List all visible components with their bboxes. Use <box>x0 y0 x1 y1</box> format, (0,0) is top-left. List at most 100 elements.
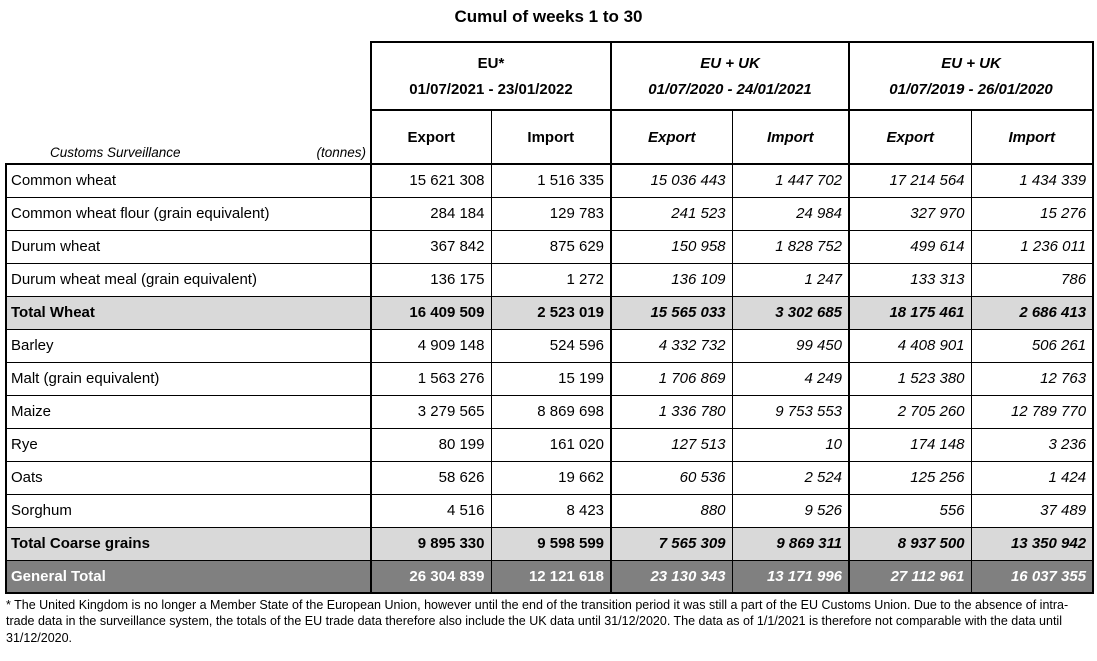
col-header-import-eu-uk-2020: Import <box>731 109 851 165</box>
cell-value: 1 563 276 <box>370 361 492 396</box>
cell-value: 16 409 509 <box>370 295 492 330</box>
cell-value: 2 705 260 <box>848 394 972 429</box>
footnote: * The United Kingdom is no longer a Memb… <box>6 598 1069 645</box>
cell-value: 125 256 <box>848 460 972 495</box>
group-period-eu-uk-2019: 01/07/2019 - 26/01/2020 <box>889 80 1053 98</box>
column-header-row: Customs Surveillance (tonnes) Export Imp… <box>6 109 1095 165</box>
group-header-eu: EU* 01/07/2021 - 23/01/2022 <box>369 41 613 111</box>
cell-value: 12 789 770 <box>970 394 1095 429</box>
row-label: Sorghum <box>5 493 372 528</box>
page-title: Cumul of weeks 1 to 30 <box>454 7 643 26</box>
cell-value: 27 112 961 <box>848 559 972 594</box>
table-row: Rye 80 199 161 020 127 513 10 174 148 3 236 <box>5 427 1095 462</box>
corner-label: Customs Surveillance <box>50 145 181 160</box>
cell-value: 9 526 <box>731 493 851 528</box>
cell-value: 4 516 <box>370 493 492 528</box>
cell-value: 327 970 <box>848 196 972 231</box>
cell-value: 1 424 <box>970 460 1095 495</box>
cell-value: 16 037 355 <box>970 559 1095 594</box>
table-row: Total Wheat 16 409 509 2 523 019 15 565 033… <box>5 295 1095 330</box>
table-row: Total Coarse grains 9 895 330 9 598 599 7 5… <box>5 526 1095 561</box>
table-row: Common wheat 15 621 308 1 516 335 15 036 44… <box>5 163 1095 198</box>
corner-unit: (tonnes) <box>316 145 366 160</box>
table-row: Barley 4 909 148 524 596 4 332 732 99 450 4 4… <box>5 328 1095 363</box>
col-header-export-eu-uk-2020: Export <box>610 109 733 165</box>
group-header-row: EU* 01/07/2021 - 23/01/2022 EU + UK 01/0… <box>6 41 1095 111</box>
cell-value: 15 199 <box>490 361 613 396</box>
row-label: Durum wheat <box>5 229 372 264</box>
table-row: Maize 3 279 565 8 869 698 1 336 780 9 753 55… <box>5 394 1095 429</box>
table-row: Common wheat flour (grain equivalent) 284… <box>5 196 1095 231</box>
group-period-eu-uk-2020: 01/07/2020 - 24/01/2021 <box>648 80 812 98</box>
cell-value: 60 536 <box>610 460 733 495</box>
cell-value: 9 598 599 <box>490 526 613 561</box>
cell-value: 9 753 553 <box>731 394 851 429</box>
row-label: Common wheat flour (grain equivalent) <box>5 196 372 231</box>
row-label: Common wheat <box>5 163 372 198</box>
row-label: Rye <box>5 427 372 462</box>
cell-value: 133 313 <box>848 262 972 297</box>
cell-value: 37 489 <box>970 493 1095 528</box>
cell-value: 1 706 869 <box>610 361 733 396</box>
cell-value: 1 828 752 <box>731 229 851 264</box>
cell-value: 13 350 942 <box>970 526 1095 561</box>
table-row: Sorghum 4 516 8 423 880 9 526 556 37 489 <box>5 493 1095 528</box>
cell-value: 2 686 413 <box>970 295 1095 330</box>
cell-value: 556 <box>848 493 972 528</box>
cell-value: 3 279 565 <box>370 394 492 429</box>
cell-value: 1 236 011 <box>970 229 1095 264</box>
cell-value: 174 148 <box>848 427 972 462</box>
cell-value: 524 596 <box>490 328 613 363</box>
corner-blank <box>6 42 371 110</box>
cell-value: 1 523 380 <box>848 361 972 396</box>
table-row: Durum wheat 367 842 875 629 150 958 1 828 75… <box>5 229 1095 264</box>
table-body: Common wheat 15 621 308 1 516 335 15 036 44… <box>5 163 1095 594</box>
group-header-eu-uk-2019: EU + UK 01/07/2019 - 26/01/2020 <box>848 41 1095 111</box>
group-period-eu: 01/07/2021 - 23/01/2022 <box>409 80 573 98</box>
cell-value: 15 036 443 <box>610 163 733 198</box>
cell-value: 1 447 702 <box>731 163 851 198</box>
cell-value: 3 302 685 <box>731 295 851 330</box>
cell-value: 2 523 019 <box>490 295 613 330</box>
cell-value: 58 626 <box>370 460 492 495</box>
cell-value: 8 937 500 <box>848 526 972 561</box>
row-label: Oats <box>5 460 372 495</box>
cell-value: 15 565 033 <box>610 295 733 330</box>
cell-value: 12 121 618 <box>490 559 613 594</box>
cell-value: 241 523 <box>610 196 733 231</box>
table-row: Malt (grain equivalent) 1 563 276 15 199 1 … <box>5 361 1095 396</box>
cell-value: 4 332 732 <box>610 328 733 363</box>
cell-value: 8 869 698 <box>490 394 613 429</box>
cell-value: 19 662 <box>490 460 613 495</box>
cell-value: 2 524 <box>731 460 851 495</box>
cell-value: 136 175 <box>370 262 492 297</box>
cell-value: 4 408 901 <box>848 328 972 363</box>
row-label: Malt (grain equivalent) <box>5 361 372 396</box>
cell-value: 17 214 564 <box>848 163 972 198</box>
cell-value: 1 247 <box>731 262 851 297</box>
row-label: Maize <box>5 394 372 429</box>
cell-value: 506 261 <box>970 328 1095 363</box>
table-row: Oats 58 626 19 662 60 536 2 524 125 256 1 424 <box>5 460 1095 495</box>
cell-value: 875 629 <box>490 229 613 264</box>
group-name-eu-uk-2019: EU + UK <box>941 54 1001 72</box>
cell-value: 3 236 <box>970 427 1095 462</box>
cell-value: 150 958 <box>610 229 733 264</box>
cell-value: 26 304 839 <box>370 559 492 594</box>
cell-value: 9 895 330 <box>370 526 492 561</box>
cell-value: 786 <box>970 262 1095 297</box>
cell-value: 18 175 461 <box>848 295 972 330</box>
cell-value: 80 199 <box>370 427 492 462</box>
cell-value: 127 513 <box>610 427 733 462</box>
cell-value: 4 909 148 <box>370 328 492 363</box>
report-page: Cumul of weeks 1 to 30 EU* 01/07/2021 - … <box>5 7 1095 645</box>
col-header-export-eu-uk-2019: Export <box>848 109 972 165</box>
cell-value: 12 763 <box>970 361 1095 396</box>
row-label: Durum wheat meal (grain equivalent) <box>5 262 372 297</box>
cell-value: 161 020 <box>490 427 613 462</box>
cell-value: 10 <box>731 427 851 462</box>
col-header-import-eu-uk-2019: Import <box>970 109 1095 165</box>
corner-cell: Customs Surveillance (tonnes) <box>6 110 371 164</box>
row-label: Total Wheat <box>5 295 372 330</box>
cell-value: 1 336 780 <box>610 394 733 429</box>
